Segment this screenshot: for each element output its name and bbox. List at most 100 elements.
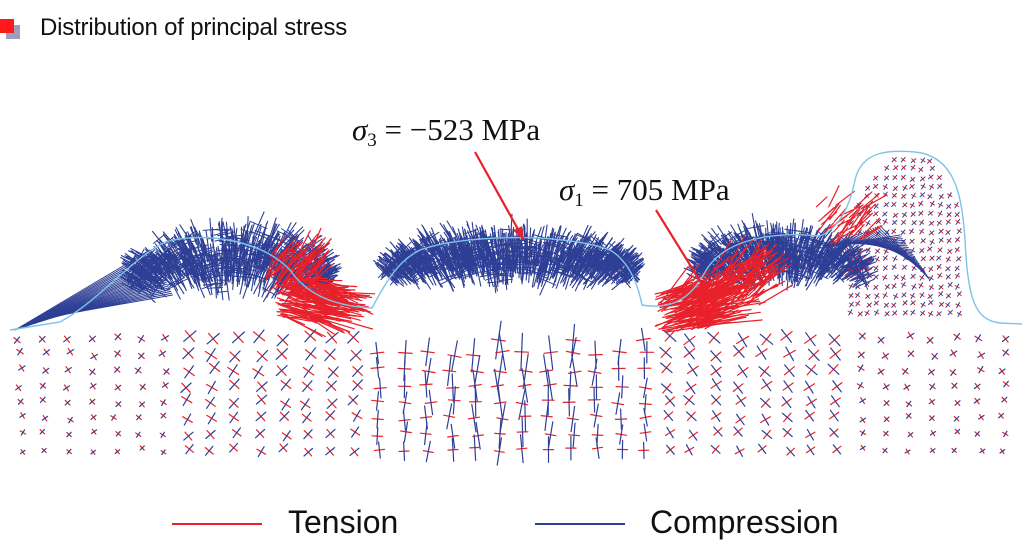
stress-glyph	[857, 382, 863, 390]
stress-glyph	[153, 234, 165, 244]
stress-glyph	[215, 269, 220, 293]
stress-glyph	[494, 258, 497, 287]
stress-glyph	[523, 245, 528, 264]
stress-glyph	[206, 348, 216, 363]
stress-glyph	[830, 347, 841, 361]
stress-glyph	[901, 219, 907, 226]
legend-compression-swatch	[535, 523, 625, 525]
stress-glyph	[660, 283, 698, 313]
stress-glyph	[902, 300, 908, 306]
stress-glyph	[290, 267, 309, 289]
stress-glyph	[771, 231, 786, 234]
stress-glyph	[848, 220, 865, 237]
stress-glyph	[589, 246, 603, 268]
stress-glyph	[391, 253, 404, 264]
stress-glyph	[723, 265, 751, 286]
stress-glyph	[547, 421, 554, 449]
stress-glyph	[681, 314, 729, 323]
stress-glyph	[507, 246, 510, 266]
stress-glyph	[733, 426, 743, 437]
stress-glyph	[782, 428, 793, 438]
stress-glyph	[855, 284, 861, 290]
stress-glyph	[390, 260, 412, 285]
stress-glyph	[973, 383, 981, 390]
stress-glyph	[814, 237, 822, 255]
stress-glyph	[325, 410, 336, 421]
stress-glyph	[188, 244, 209, 251]
stress-glyph	[325, 447, 336, 456]
stress-glyph	[907, 432, 914, 438]
stress-glyph	[178, 247, 189, 267]
stress-glyph	[951, 382, 958, 389]
stress-glyph	[856, 211, 862, 217]
stress-glyph	[207, 255, 221, 257]
stress-glyph	[955, 236, 960, 243]
stress-glyph	[998, 368, 1006, 375]
stress-glyph	[307, 294, 347, 307]
stress-glyph	[257, 446, 265, 458]
stress-glyph	[714, 281, 733, 301]
stress-glyph	[860, 193, 880, 210]
stress-glyph	[755, 283, 778, 299]
stress-glyph	[873, 274, 879, 280]
stress-glyph	[907, 350, 915, 357]
stress-glyph	[860, 429, 866, 436]
stress-glyph	[936, 263, 942, 270]
stress-glyph	[499, 263, 514, 266]
stress-glyph	[949, 350, 958, 356]
stress-glyph	[485, 252, 489, 276]
stress-glyph	[282, 430, 291, 442]
stress-glyph	[375, 357, 380, 379]
stress-glyph	[420, 266, 440, 276]
stress-glyph	[736, 394, 746, 407]
stress-glyph	[810, 233, 825, 257]
stress-glyph	[589, 257, 602, 269]
stress-glyph	[938, 284, 944, 290]
stress-glyph	[807, 348, 820, 361]
stress-glyph	[384, 264, 392, 275]
stress-glyph	[733, 381, 744, 394]
stress-glyph	[780, 328, 793, 343]
stress-glyph	[90, 353, 99, 360]
stress-glyph	[910, 309, 916, 316]
stress-glyph	[953, 415, 960, 422]
stress-glyph	[883, 175, 890, 181]
stress-glyph	[230, 229, 233, 256]
stress-glyph	[936, 255, 942, 261]
stress-glyph	[805, 409, 815, 422]
stress-glyph	[395, 251, 408, 268]
stress-glyph	[946, 237, 952, 244]
stress-glyph	[255, 411, 267, 422]
legend: Tension Compression	[0, 500, 1024, 550]
stress-glyph	[300, 398, 310, 411]
annotation-arrows	[474, 151, 714, 303]
stress-glyph	[376, 409, 379, 429]
stress-glyph	[324, 348, 336, 362]
stress-glyph	[855, 300, 860, 307]
stress-glyph	[685, 444, 693, 456]
stress-glyph	[891, 157, 897, 163]
stress-glyph	[919, 248, 925, 254]
stress-glyph	[584, 263, 598, 271]
stress-glyph	[846, 272, 851, 279]
stress-glyph	[660, 362, 673, 374]
stress-glyph	[1001, 335, 1010, 343]
stress-glyph	[672, 313, 712, 325]
stress-glyph	[818, 263, 836, 273]
stress-glyph	[884, 165, 889, 171]
stress-glyph	[598, 263, 614, 278]
stress-glyph	[235, 252, 242, 277]
stress-glyph	[158, 241, 173, 262]
stress-glyph	[756, 254, 776, 272]
stress-glyph	[758, 443, 767, 454]
stress-glyph	[747, 269, 786, 283]
stress-glyph	[202, 228, 219, 231]
stress-glyph	[349, 447, 360, 456]
stress-glyph	[115, 401, 122, 408]
stress-glyph	[136, 414, 142, 421]
stress-glyph	[817, 262, 835, 282]
stress-glyph	[726, 247, 746, 277]
stress-glyph	[209, 258, 226, 261]
stress-glyph	[352, 365, 364, 377]
stress-glyph	[945, 266, 951, 272]
